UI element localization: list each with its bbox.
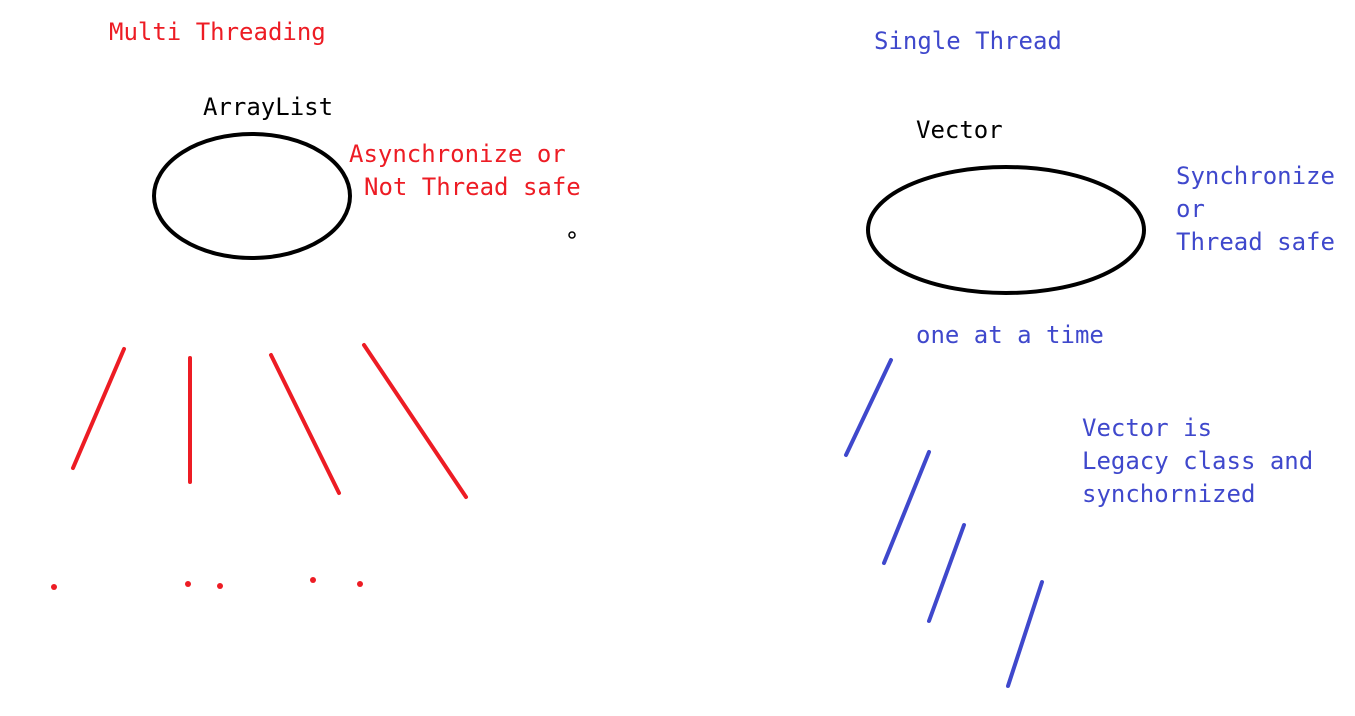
vector-note-line2: or (1176, 195, 1205, 223)
arraylist-note-line2: Not Thread safe (364, 173, 581, 201)
red-dot-4 (310, 577, 316, 583)
legacy-note-line3: synchornized (1082, 480, 1256, 508)
red-dot-3 (217, 583, 223, 589)
arraylist-ellipse (152, 132, 352, 260)
legacy-note-line1: Vector is (1082, 414, 1213, 442)
vector-note-line1: Synchronize (1176, 162, 1335, 190)
multi-threading-heading: Multi Threading (109, 18, 326, 46)
stray-dot-mark (568, 231, 576, 239)
arraylist-label: ArrayList (203, 93, 334, 121)
one-at-a-time-note: one at a time (916, 321, 1104, 349)
thread-line-blue-1 (844, 358, 893, 457)
vector-ellipse (866, 165, 1146, 295)
vector-note-line3: Thread safe (1176, 228, 1335, 256)
red-dot-5 (357, 581, 363, 587)
thread-line-blue-3 (927, 523, 966, 623)
thread-line-red-3 (269, 353, 341, 495)
arraylist-note-line1: Asynchronize or (349, 140, 566, 168)
thread-line-red-4 (362, 343, 468, 499)
red-dot-2 (185, 581, 191, 587)
legacy-note-line2: Legacy class and (1082, 447, 1314, 475)
vector-label: Vector (916, 116, 1003, 144)
thread-line-blue-2 (882, 450, 931, 565)
thread-line-red-1 (71, 347, 126, 470)
thread-line-blue-4 (1006, 580, 1044, 688)
single-thread-heading: Single Thread (874, 27, 1062, 55)
red-dot-1 (51, 584, 57, 590)
